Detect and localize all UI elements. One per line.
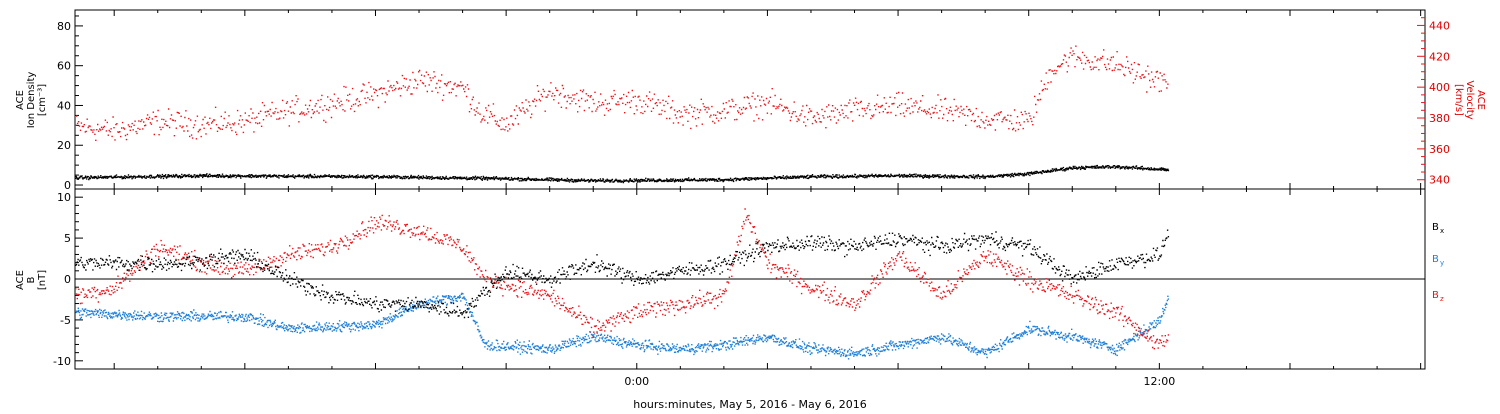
top-panel-data xyxy=(75,45,1170,184)
legend-bx-sub: x xyxy=(1440,227,1444,235)
bottom-left-tick-label: 0 xyxy=(64,273,71,286)
legend-by-main: B xyxy=(1432,254,1439,265)
by-points xyxy=(75,292,1170,360)
x-axis-ticks: 0:00 12:00 xyxy=(113,10,1422,388)
legend-by: B y xyxy=(1432,254,1444,267)
top-left-title-line1: ACE xyxy=(15,90,26,110)
legend-bz-sub: z xyxy=(1440,295,1444,303)
top-left-tick-label: 60 xyxy=(57,60,71,73)
bottom-left-title-line2: B xyxy=(26,276,37,283)
top-right-tick-label: 440 xyxy=(1429,19,1450,32)
top-right-axis-title: ACE Velocity [km/s] xyxy=(1453,80,1486,119)
top-left-axis-title: ACE Ion Density [cm⁻³] xyxy=(15,72,48,129)
bottom-panel-data xyxy=(75,208,1170,360)
top-right-title-line3: [km/s] xyxy=(1453,84,1464,116)
legend-bx-main: B xyxy=(1432,222,1439,233)
top-right-title-line2: Velocity xyxy=(1464,80,1475,119)
top-right-title-line1: ACE xyxy=(1475,90,1486,110)
top-left-title-line3: [cm⁻³] xyxy=(37,84,48,116)
legend-bz: B z xyxy=(1432,290,1444,303)
legend-bz-main: B xyxy=(1432,290,1439,301)
top-right-tick-label: 400 xyxy=(1429,81,1450,94)
top-left-tick-label: 20 xyxy=(57,139,71,152)
b-components-legend: B x B y B z xyxy=(1432,222,1444,303)
top-right-tick-label: 360 xyxy=(1429,143,1450,156)
bottom-left-title-line3: [nT] xyxy=(37,270,48,290)
top-left-title-line2: Ion Density xyxy=(26,72,37,129)
top-panel-frame xyxy=(74,9,1426,190)
bx-points xyxy=(75,229,1170,319)
top-right-tick-label: 420 xyxy=(1429,50,1450,63)
x-axis-caption: hours:minutes, May 5, 2016 - May 6, 2016 xyxy=(633,398,867,410)
top-right-tick-label: 340 xyxy=(1429,174,1450,187)
bottom-left-tick-label: -10 xyxy=(53,355,71,368)
bottom-left-axis-title: ACE B [nT] xyxy=(15,270,48,290)
bottom-left-title-line1: ACE xyxy=(15,270,26,290)
top-left-tick-label: 40 xyxy=(57,99,71,112)
top-left-tick-label: 0 xyxy=(64,179,71,192)
legend-by-sub: y xyxy=(1440,259,1444,267)
velocity-points xyxy=(75,45,1169,141)
bottom-left-tick-label: 5 xyxy=(64,232,71,245)
bottom-left-tick-label: -5 xyxy=(60,314,71,327)
x-tick-label: 0:00 xyxy=(624,375,649,388)
legend-bx: B x xyxy=(1432,222,1444,235)
top-left-tick-label: 80 xyxy=(57,20,71,33)
x-tick-label: 12:00 xyxy=(1144,375,1176,388)
bottom-left-tick-label: 10 xyxy=(57,191,71,204)
ion-density-points xyxy=(75,164,1170,184)
top-right-tick-label: 380 xyxy=(1429,112,1450,125)
top-panel-ticks: 0 20 40 60 80 340 360 380 400 420 440 xyxy=(57,15,1450,192)
